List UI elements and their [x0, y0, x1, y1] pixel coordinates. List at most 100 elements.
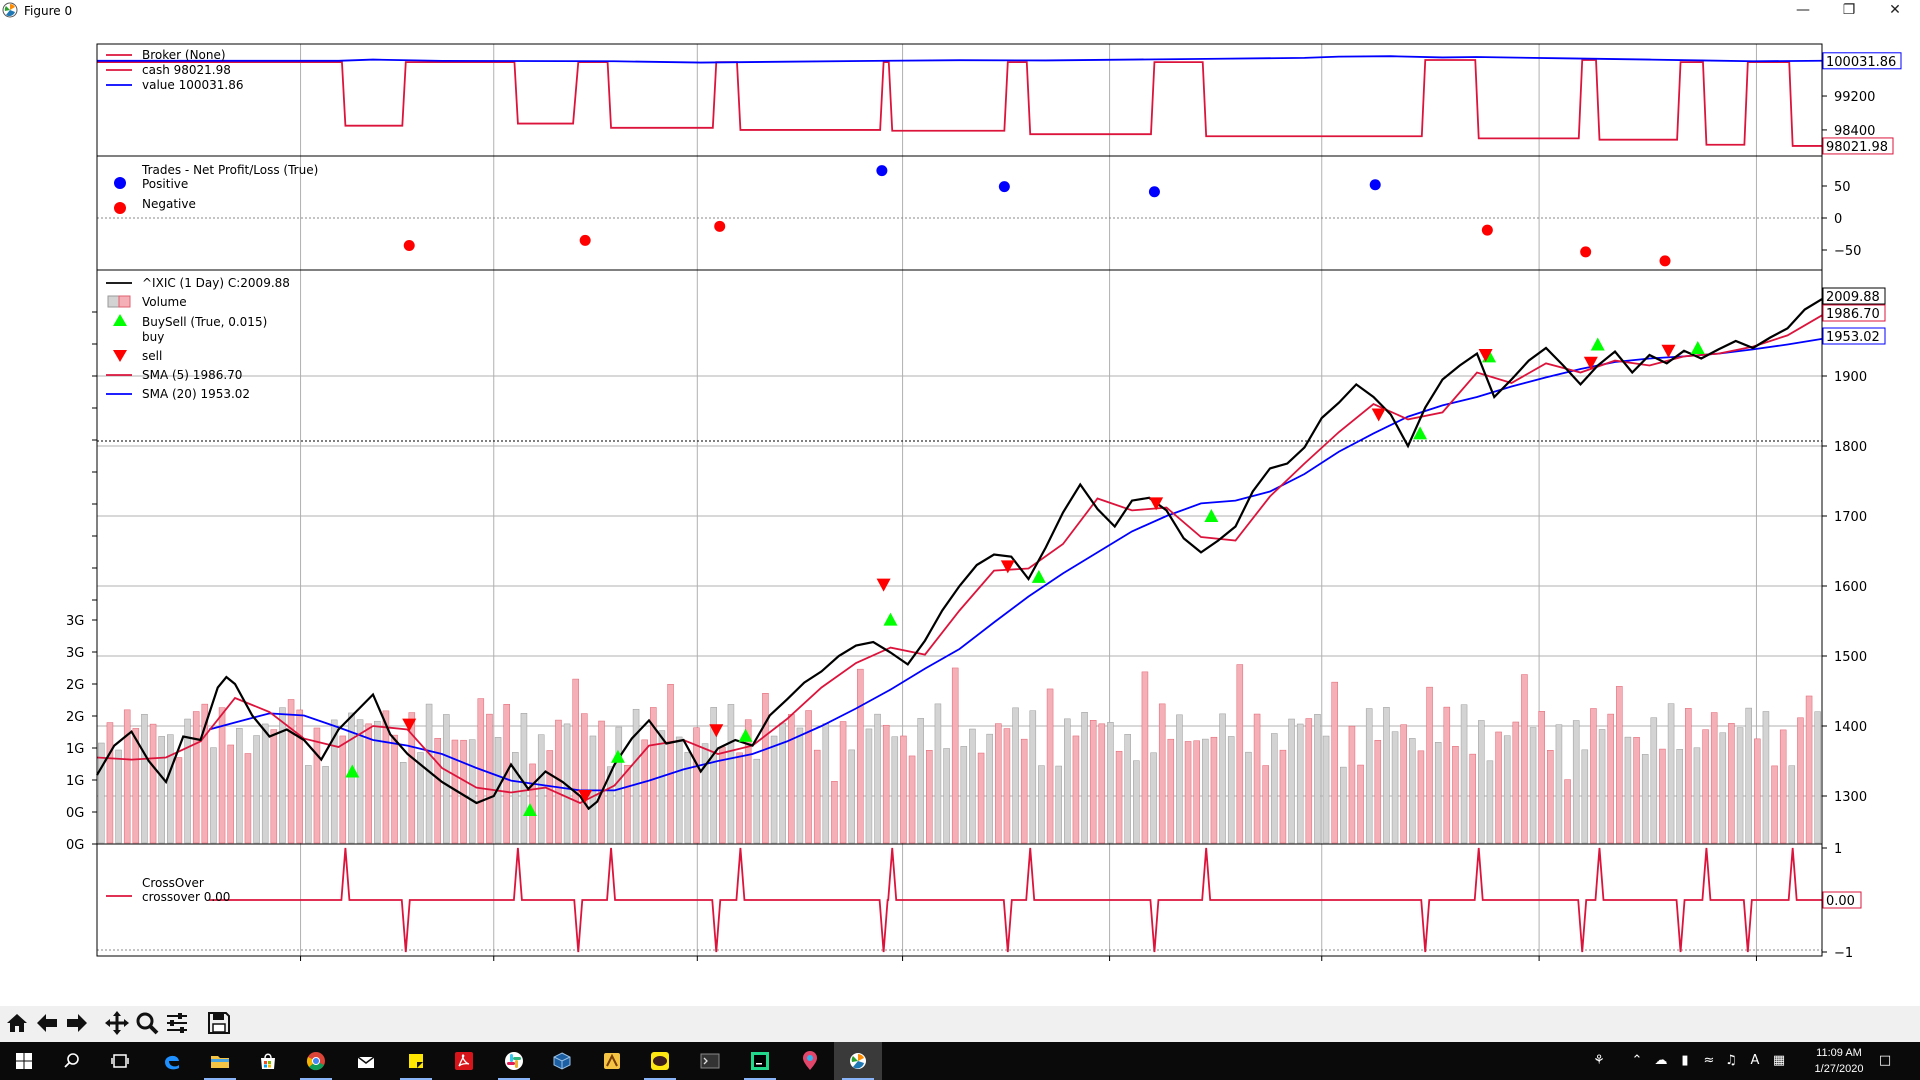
- legend-swatch: [118, 295, 131, 308]
- tick-label: 98400: [1834, 124, 1875, 139]
- volume-bar: [1512, 721, 1520, 844]
- maps-icon[interactable]: [786, 1042, 834, 1080]
- people-icon[interactable]: ⚘: [1593, 1053, 1605, 1068]
- chrome-icon[interactable]: [292, 1042, 340, 1080]
- volume-bar: [727, 704, 735, 844]
- volume-bar: [382, 710, 390, 844]
- battery-icon[interactable]: ▮: [1681, 1053, 1689, 1068]
- zoom-icon[interactable]: [134, 1010, 160, 1036]
- trade-positive-point: [998, 181, 1010, 193]
- search-icon[interactable]: [48, 1042, 96, 1080]
- legend-label: SMA (20) 1953.02: [142, 387, 250, 401]
- volume-bar: [1547, 750, 1554, 844]
- kakaotalk-icon[interactable]: [636, 1042, 684, 1080]
- volume-bar: [1245, 751, 1252, 844]
- configure-subplots-icon[interactable]: [164, 1010, 190, 1036]
- volume-bar: [1417, 750, 1425, 844]
- value-last-tag: 100031.86: [1826, 55, 1896, 70]
- virtualbox-icon[interactable]: [538, 1042, 586, 1080]
- ime-icon[interactable]: A: [1750, 1053, 1760, 1068]
- volume-bar: [279, 707, 286, 844]
- language-icon[interactable]: ▦: [1772, 1053, 1786, 1068]
- restore-button[interactable]: ❐: [1842, 2, 1856, 18]
- volume-bar: [227, 744, 234, 844]
- buy-marker: [883, 612, 898, 626]
- volume-bar: [1253, 713, 1261, 844]
- volume-bar: [434, 737, 441, 844]
- volume-bar: [399, 762, 407, 844]
- volume-bar: [1383, 707, 1390, 844]
- volume-bar: [1210, 736, 1218, 844]
- volume-bar: [322, 766, 329, 844]
- trade-negative-point: [1580, 246, 1592, 258]
- file-explorer-icon[interactable]: [196, 1042, 244, 1080]
- mail-icon[interactable]: [342, 1042, 390, 1080]
- trade-positive-point: [876, 165, 888, 177]
- volume-bar: [408, 712, 416, 844]
- volume-bar: [977, 752, 985, 844]
- volume-bar: [167, 734, 174, 844]
- minimize-button[interactable]: —: [1796, 2, 1810, 18]
- volume-bar: [1719, 732, 1727, 844]
- wifi-icon[interactable]: ≈: [1703, 1053, 1715, 1068]
- volume-bar: [1348, 725, 1356, 844]
- acrobat-icon[interactable]: [440, 1042, 488, 1080]
- figure-canvas[interactable]: 99200 98400 100031.86 98021.98 Broker (None)…: [0, 22, 1920, 1006]
- volume-bar: [839, 721, 847, 844]
- volume-bar: [1624, 736, 1632, 844]
- buy-marker: [1031, 569, 1046, 583]
- volume-bar: [684, 752, 692, 844]
- save-icon[interactable]: [206, 1010, 232, 1036]
- back-arrow-icon[interactable]: [34, 1010, 60, 1036]
- volume-bar: [624, 764, 631, 844]
- volume-bar: [330, 719, 338, 844]
- volume-bar: [1219, 713, 1226, 844]
- volume-bar: [546, 750, 554, 844]
- volume-bar: [1271, 733, 1278, 844]
- legend-label: SMA (5) 1986.70: [142, 368, 242, 382]
- trades-frame: [96, 155, 1823, 271]
- volume-bar: [1667, 703, 1675, 844]
- task-view-icon[interactable]: [96, 1042, 144, 1080]
- store-icon[interactable]: [244, 1042, 292, 1080]
- pycharm-icon[interactable]: [736, 1042, 784, 1080]
- chevron-up-icon[interactable]: ⌃: [1631, 1053, 1643, 1068]
- legend-label: crossover 0.00: [142, 890, 230, 904]
- volume-bar: [468, 739, 476, 844]
- legend-label: Positive: [142, 177, 188, 191]
- volume-bar: [1176, 714, 1183, 844]
- home-icon[interactable]: [4, 1010, 30, 1036]
- pan-icon[interactable]: [104, 1010, 130, 1036]
- terminal-icon[interactable]: [686, 1042, 734, 1080]
- close-last-tag-box: [1822, 287, 1886, 305]
- volume-bar: [589, 735, 597, 844]
- sell-marker: [1000, 560, 1015, 574]
- sticky-notes-icon[interactable]: [392, 1042, 440, 1080]
- taskbar-clock[interactable]: 11:09 AM 1/27/2020: [1804, 1045, 1874, 1077]
- app-icon[interactable]: [588, 1042, 636, 1080]
- volume-muted-icon[interactable]: ♫: [1725, 1053, 1737, 1068]
- volume-bar: [1503, 735, 1511, 844]
- volume-bar: [1486, 760, 1494, 844]
- start-icon[interactable]: [0, 1042, 48, 1080]
- sma20-last-tag-box: [1822, 327, 1886, 345]
- onedrive-icon[interactable]: ☁: [1654, 1053, 1668, 1068]
- edge-icon[interactable]: [148, 1042, 196, 1080]
- sma20-line: [208, 337, 1823, 792]
- volume-bar: [1659, 748, 1666, 844]
- slack-icon[interactable]: [490, 1042, 538, 1080]
- volume-bar: [1616, 686, 1623, 844]
- close-line: [96, 298, 1823, 811]
- tick-label: 99200: [1834, 90, 1875, 105]
- volume-bar: [184, 718, 191, 844]
- volume-bar: [132, 728, 140, 844]
- notifications-icon[interactable]: □: [1878, 1053, 1892, 1068]
- volume-bar: [1641, 754, 1649, 844]
- matplotlib-figure-icon[interactable]: [834, 1042, 882, 1080]
- volume-bar: [313, 727, 321, 844]
- close-button[interactable]: ✕: [1889, 2, 1901, 18]
- legend-label: value 100031.86: [142, 78, 243, 92]
- volume-bar: [572, 678, 579, 844]
- forward-arrow-icon[interactable]: [64, 1010, 90, 1036]
